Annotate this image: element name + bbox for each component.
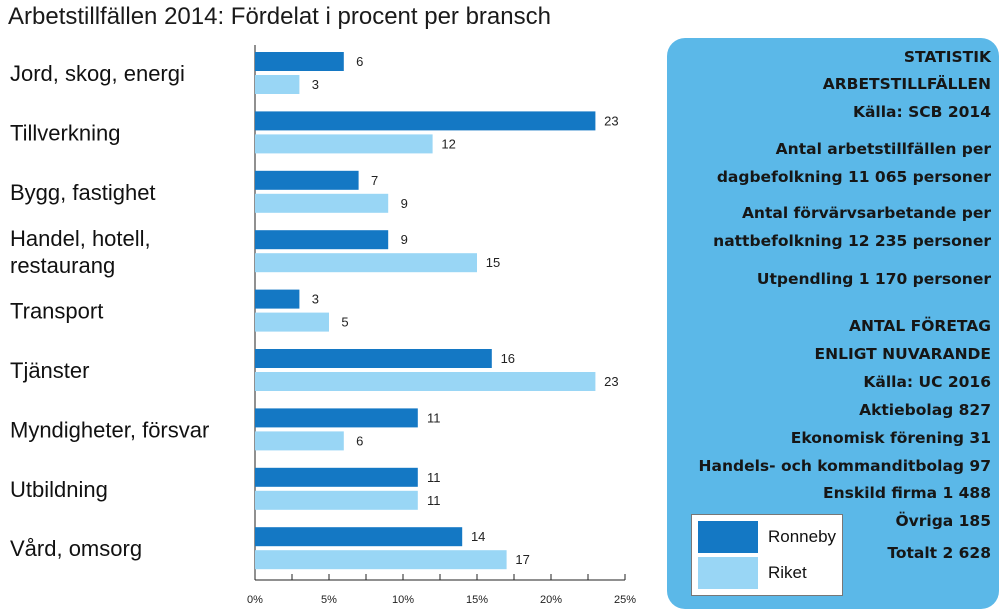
bar-riket-transport [255,312,329,332]
value-label-ronneby-tjänster: 16 [501,351,515,366]
stat-heading-antal-foretag: ANTAL FÖRETAG [849,317,991,335]
bar-ronneby-tjänster [255,349,492,368]
stat-night-population-label: Antal förvärvsarbetande per [741,204,991,222]
category-label-transport: Transport [10,299,103,324]
value-label-ronneby-vård-omsorg: 14 [471,529,485,544]
x-tick-label: 5% [321,594,337,606]
bar-riket-handel-hotell-restaurang [255,253,477,273]
legend-swatch-riket [698,557,758,589]
bar-riket-tjänster [255,372,596,391]
x-tick-label: 10% [392,594,414,606]
bar-ronneby-jord-skog-energi [255,52,344,71]
stat-heading-arbetstillfallen: ARBETSTILLFÄLLEN [822,75,991,93]
bar-riket-tillverkning [255,134,433,154]
bar-chart: 0% 5% 10% 15% 20% 25% 6 3 Jord, skog, energi 23 12… [10,45,636,606]
value-label-ronneby-myndigheter-försvar: 11 [427,410,441,425]
x-tick-label: 15% [466,594,488,606]
value-label-riket-tjänster: 23 [604,374,618,389]
bar-riket-jord-skog-energi [255,75,300,94]
stat-source-uc: Källa: UC 2016 [863,373,991,391]
bar-riket-utbildning [255,490,418,510]
value-label-riket-tillverkning: 12 [441,136,455,151]
category-label-handel-hotell-restaurang: Handel, hotell, restaurang [10,226,151,278]
value-label-riket-bygg-fastighet: 9 [401,196,408,211]
value-label-riket-transport: 5 [341,315,348,330]
bar-ronneby-myndigheter-försvar [255,408,418,428]
stat-day-population-label: Antal arbetstillfällen per [775,140,991,158]
category-label-tjänster: Tjänster [10,358,89,383]
bar-ronneby-utbildning [255,467,418,487]
bar-ronneby-tillverkning [255,111,596,131]
bar-ronneby-handel-hotell-restaurang [255,230,389,250]
stat-heading-statistik: STATISTIK [903,48,991,66]
stat-day-population-value: dagbefolkning 11 065 personer [716,168,991,186]
stat-commuting: Utpendling 1 170 personer [756,270,991,288]
value-label-ronneby-transport: 3 [312,292,319,307]
bar-riket-vård-omsorg [255,550,507,570]
bar-ronneby-transport [255,289,300,309]
stat-night-population-value: nattbefolkning 12 235 personer [713,232,991,250]
value-label-riket-vård-omsorg: 17 [515,552,529,567]
category-label-line: Handel, hotell, [10,226,151,251]
category-label-tillverkning: Tillverkning [10,120,120,145]
legend-label-riket: Riket [768,563,807,582]
stat-source-scb: Källa: SCB 2014 [852,103,991,121]
category-label-line: restaurang [10,253,115,278]
statistics-panel: STATISTIK ARBETSTILLFÄLLEN Källa: SCB 20… [667,38,999,609]
stat-aktiebolag: Aktiebolag 827 [859,401,991,419]
value-label-riket-myndigheter-försvar: 6 [356,433,363,448]
stat-totalt: Totalt 2 628 [887,544,991,562]
value-label-ronneby-tillverkning: 23 [604,113,618,128]
stat-ekonomisk-forening: Ekonomisk förening 31 [790,429,991,447]
value-label-ronneby-handel-hotell-restaurang: 9 [401,232,408,247]
legend-item-riket: Riket [698,557,838,589]
value-label-riket-handel-hotell-restaurang: 15 [486,255,500,270]
category-label-vård-omsorg: Vård, omsorg [10,536,142,561]
stat-heading-enligt-nuvarande: ENLIGT NUVARANDE [814,345,991,363]
value-label-ronneby-utbildning: 11 [427,470,441,485]
chart-legend: Ronneby Riket [691,514,843,596]
bar-riket-bygg-fastighet [255,193,389,213]
x-tick-label: 20% [540,594,562,606]
stat-ovriga: Övriga 185 [895,512,991,530]
value-label-riket-utbildning: 11 [427,493,441,508]
category-label-jord-skog-energi: Jord, skog, energi [10,61,185,86]
chart-title: Arbetstillfällen 2014: Fördelat i procen… [8,3,551,30]
category-label-utbildning: Utbildning [10,477,108,502]
bar-riket-myndigheter-försvar [255,431,344,451]
value-label-ronneby-bygg-fastighet: 7 [371,173,378,188]
legend-label-ronneby: Ronneby [768,527,837,546]
bar-ronneby-bygg-fastighet [255,170,359,190]
stat-enskild-firma: Enskild firma 1 488 [823,484,991,502]
value-label-ronneby-jord-skog-energi: 6 [356,54,363,69]
category-label-myndigheter-försvar: Myndigheter, försvar [10,417,209,442]
bar-ronneby-vård-omsorg [255,527,463,547]
x-tick-label: 25% [614,594,636,606]
value-label-riket-jord-skog-energi: 3 [312,77,319,92]
stat-handelsbolag: Handels- och kommanditbolag 97 [698,457,991,475]
legend-swatch-ronneby [698,521,758,553]
legend-item-ronneby: Ronneby [698,521,838,553]
category-label-bygg-fastighet: Bygg, fastighet [10,180,156,205]
x-tick-label: 0% [247,594,263,606]
